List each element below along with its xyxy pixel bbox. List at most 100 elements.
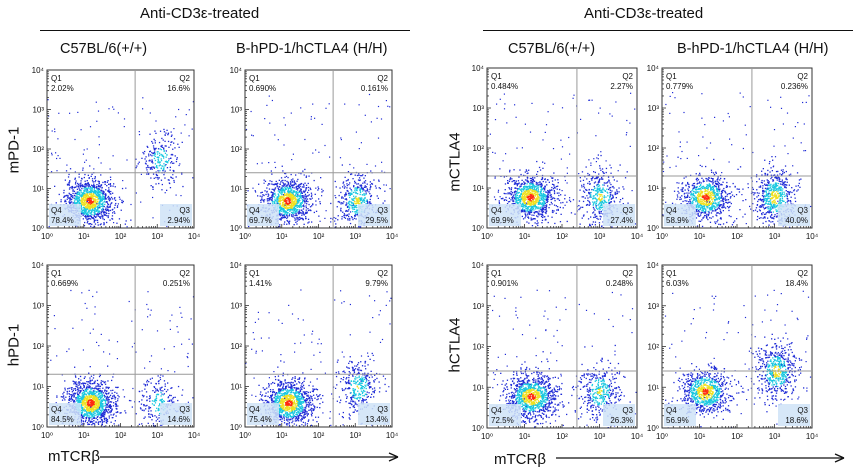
y-tick-label: 10⁰ xyxy=(230,423,242,432)
x-tick-label: 10⁰ xyxy=(239,431,251,440)
y-tick-label: 10² xyxy=(32,145,44,154)
x-tick-label: 10⁴ xyxy=(631,432,644,441)
x-tick-label: 10⁰ xyxy=(481,232,493,241)
x-tick-label: 10³ xyxy=(594,432,606,441)
y-tick-label: 10⁰ xyxy=(647,224,659,233)
quadrant-label-q2: Q22.27% xyxy=(610,72,633,91)
quadrant-name: Q4 xyxy=(51,405,62,414)
x-tick-label: 10³ xyxy=(769,232,781,241)
quadrant-label-q1: Q16.03% xyxy=(666,269,689,288)
quadrant-name: Q3 xyxy=(797,206,808,215)
cell-events xyxy=(50,289,194,427)
quadrant-label-q1: Q10.779% xyxy=(666,72,693,91)
axis-ticks xyxy=(244,69,393,229)
right-x-arrow xyxy=(556,453,845,463)
y-tick-label: 10¹ xyxy=(647,383,659,392)
quadrant-label-q2: Q20.161% xyxy=(361,74,389,93)
quadrant-name: Q1 xyxy=(249,74,260,83)
x-tick-label: 10² xyxy=(731,432,743,441)
quadrant-name: Q3 xyxy=(797,406,808,415)
x-tick-label: 10¹ xyxy=(276,232,288,241)
quadrant-percent: 0.236% xyxy=(781,82,808,91)
x-tick-label: 10³ xyxy=(151,232,163,241)
quadrant-name: Q4 xyxy=(249,405,260,414)
quadrant-percent: 0.669% xyxy=(51,279,78,288)
y-tick-label: 10⁰ xyxy=(32,423,44,432)
x-tick-label: 10⁴ xyxy=(386,232,399,241)
quadrant-percent: 0.779% xyxy=(666,82,693,91)
y-tick-label: 10⁴ xyxy=(647,261,660,270)
y-tick-label: 10⁴ xyxy=(230,261,243,270)
y-tick-label: 10⁰ xyxy=(230,224,242,233)
y-tick-label: 10² xyxy=(230,145,242,154)
y-tick-label: 10³ xyxy=(230,106,242,115)
flow-panel-R-r1-c1: 10⁰ 10¹ 10² 10³ 10⁴ 10⁰ 10¹ 10² 10³ 10⁴ Q10.484% Q2… xyxy=(472,64,644,241)
x-tick-label: 10³ xyxy=(594,232,606,241)
flow-panel-R-r2-c2: 10⁰ 10¹ 10² 10³ 10⁴10⁰10¹10²10³10⁴Q16.03%Q21… xyxy=(647,261,819,441)
cell-events xyxy=(489,92,636,228)
quadrant-percent: 58.9% xyxy=(666,216,689,225)
quadrant-label-q3: Q32.94% xyxy=(160,204,192,226)
quadrant-label-q1: Q10.690% xyxy=(249,74,276,93)
quadrant-percent: 0.161% xyxy=(361,84,388,93)
quadrant-percent: 18.4% xyxy=(785,279,808,288)
quadrant-name: Q3 xyxy=(377,206,388,215)
x-tick-label: 10¹ xyxy=(519,232,531,241)
quadrant-name: Q1 xyxy=(51,74,62,83)
quadrant-label-q2: Q20.251% xyxy=(163,269,191,288)
quadrant-percent: 14.6% xyxy=(167,415,190,424)
right-group-rule xyxy=(483,30,853,31)
y-tick-label: 10² xyxy=(647,144,659,153)
y-tick-label: 10¹ xyxy=(647,184,659,193)
x-tick-label: 10² xyxy=(313,232,325,241)
quadrant-name: Q2 xyxy=(179,74,190,83)
quadrant-name: Q1 xyxy=(666,269,677,278)
y-tick-label: 10⁴ xyxy=(472,64,485,73)
y-tick-label: 10² xyxy=(472,144,484,153)
quadrant-name: Q1 xyxy=(249,269,260,278)
quadrant-percent: 56.9% xyxy=(666,416,689,425)
y-tick-label: 10¹ xyxy=(472,383,484,392)
y-tick-label: 10³ xyxy=(647,302,659,311)
axis-ticks xyxy=(486,264,638,429)
x-tick-label: 10¹ xyxy=(276,431,288,440)
right-group-header: Anti-CD3ε-treated xyxy=(584,5,704,22)
flow-panel-L-r1-c1: 10⁰ 10¹ 10² 10³ 10⁴ 10⁰ 10¹ 10² 10³ 10⁴ Q12.02% Q21… xyxy=(32,66,201,241)
y-tick-label: 10⁰ xyxy=(647,424,659,433)
y-tick-label: 10² xyxy=(32,342,44,351)
y-tick-label: 10³ xyxy=(472,104,484,113)
axis-ticks xyxy=(661,264,813,429)
x-tick-label: 10³ xyxy=(349,431,361,440)
axis-ticks xyxy=(486,67,638,229)
x-tick-label: 10⁴ xyxy=(386,431,399,440)
x-tick-label: 10⁴ xyxy=(631,232,644,241)
left-x-arrow xyxy=(100,452,399,462)
x-tick-label: 10² xyxy=(115,431,127,440)
quadrant-label-q2: Q20.248% xyxy=(606,269,634,288)
quadrant-percent: 2.94% xyxy=(167,216,190,225)
x-tick-label: 10¹ xyxy=(694,432,706,441)
y-tick-label: 10⁰ xyxy=(32,224,44,233)
flow-panel-R-r1-c2: 10⁰ 10¹ 10² 10³ 10⁴ 10⁰ 10¹ 10² 10³ 10⁴ Q10.779% Q2… xyxy=(647,64,819,241)
y-tick-label: 10² xyxy=(647,343,659,352)
quadrant-label-q1: Q10.484% xyxy=(491,72,518,91)
axis-ticks xyxy=(46,264,195,428)
x-tick-label: 10¹ xyxy=(78,232,90,241)
left-group-rule xyxy=(40,30,410,31)
y-tick-label: 10¹ xyxy=(472,184,484,193)
quadrant-name: Q2 xyxy=(622,72,633,81)
x-tick-label: 10³ xyxy=(151,431,163,440)
quadrant-percent: 6.03% xyxy=(666,279,689,288)
quadrant-name: Q1 xyxy=(491,72,502,81)
quadrant-name: Q3 xyxy=(179,405,190,414)
quadrant-percent: 9.79% xyxy=(365,279,388,288)
y-tick-label: 10⁴ xyxy=(230,66,243,75)
